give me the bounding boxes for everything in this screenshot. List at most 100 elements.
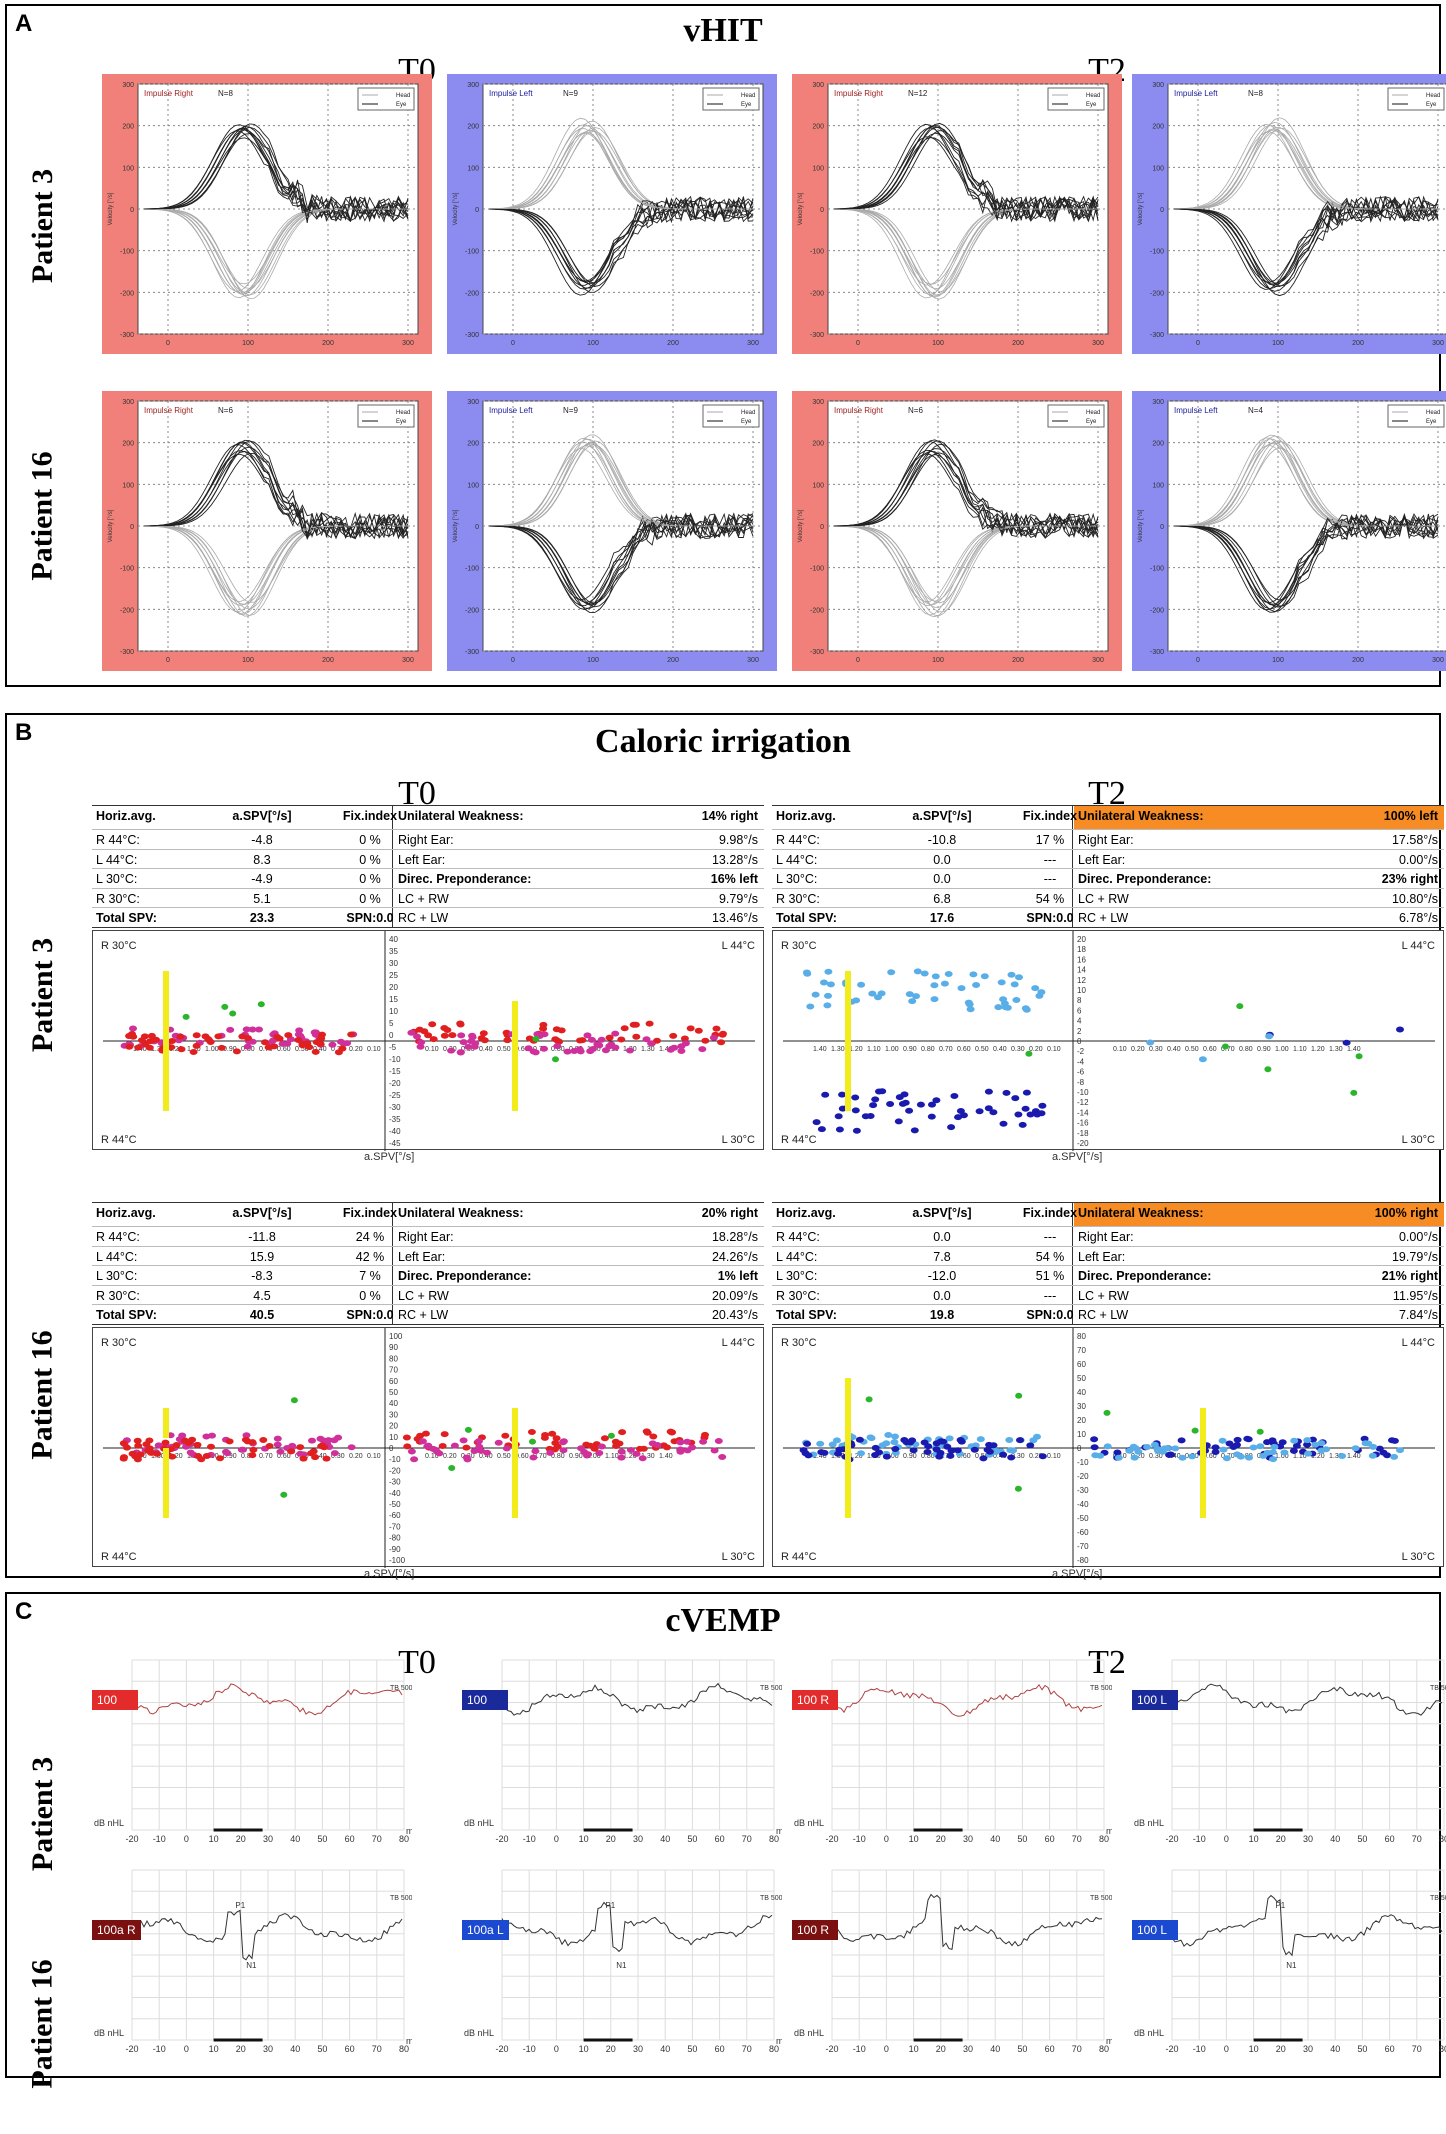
caloric-cell: R 44°C: xyxy=(96,1230,140,1244)
caloric-point xyxy=(1010,981,1019,988)
vhit-head-trace xyxy=(488,442,753,527)
caloric-point xyxy=(957,1438,966,1445)
caloric-point xyxy=(1090,1436,1099,1443)
caloric-cell: -12.0 xyxy=(927,1269,957,1283)
vhit-ytick: -100 xyxy=(1150,249,1164,256)
caloric-point xyxy=(177,1046,186,1053)
vhit-legend-label: Eye xyxy=(396,419,407,425)
vhit-eye-trace xyxy=(489,512,754,608)
caloric-point xyxy=(946,1452,955,1459)
cvemp-unit: ms xyxy=(776,1826,782,1836)
cvemp-xtick: 0 xyxy=(554,1834,559,1844)
caloric-cell: a.SPV[°/s] xyxy=(912,1206,972,1220)
vhit-xtick: 0 xyxy=(856,657,860,664)
caloric-point xyxy=(1278,1439,1287,1446)
cvemp-peak-label: N1 xyxy=(246,1961,257,1970)
caloric-point xyxy=(626,1047,634,1054)
caloric-row: R 44°C: -11.8 24 % Right Ear: 18.28°/s xyxy=(92,1227,764,1247)
panel-title-cvemp: cVEMP xyxy=(665,1602,781,1639)
cvemp-xtick: 30 xyxy=(963,2044,973,2054)
caloric-quadrant-label: R 30°C xyxy=(781,940,817,952)
caloric-point xyxy=(857,981,866,988)
vhit-ylabel: Velocity [°/s] xyxy=(108,192,114,225)
caloric-xtick: 0.20 xyxy=(349,1453,363,1460)
panel-title-vhit: vHIT xyxy=(683,12,763,49)
caloric-point xyxy=(1038,1102,1047,1109)
caloric-point xyxy=(626,1447,635,1453)
caloric-point xyxy=(891,1433,899,1440)
vhit-eye-trace xyxy=(488,198,754,289)
cvemp-stim-tag: 100 R xyxy=(792,1690,838,1710)
caloric-ytick: 2 xyxy=(1077,1027,1082,1036)
cvemp-unit: ms xyxy=(406,2036,412,2046)
caloric-point xyxy=(920,970,929,977)
caloric-metric-label: Direc. Preponderance: xyxy=(1078,872,1212,886)
caloric-point xyxy=(1038,1453,1047,1460)
caloric-metric-label: Right Ear: xyxy=(1078,1230,1134,1244)
vhit-eye-trace xyxy=(1174,512,1439,613)
caloric-point xyxy=(464,1043,473,1050)
caloric-point xyxy=(984,1088,993,1095)
vhit-n-label: N=6 xyxy=(218,406,233,415)
vhit-xtick: 300 xyxy=(1092,657,1104,664)
caloric-point xyxy=(1219,1446,1228,1453)
caloric-cell: 0.0 xyxy=(933,1288,951,1303)
cvemp-xtick: 0 xyxy=(884,1834,889,1844)
caloric-point xyxy=(527,1429,536,1435)
vhit-ytick: -300 xyxy=(120,649,134,656)
caloric-xtick: 1.20 xyxy=(1311,1453,1325,1460)
caloric-point xyxy=(273,1435,282,1442)
caloric-point xyxy=(994,1004,1003,1011)
caloric-mean-bar xyxy=(163,971,169,1041)
caloric-metric-value: 20.09°/s xyxy=(711,1288,758,1303)
vhit-eye-trace xyxy=(144,123,408,220)
cvemp-xtick: 70 xyxy=(1072,1834,1082,1844)
vhit-impulse-label: Impulse Left xyxy=(489,89,533,98)
caloric-point xyxy=(1233,1451,1242,1458)
caloric-xlabel: a.SPV[°/s] xyxy=(1052,1151,1103,1163)
caloric-point xyxy=(686,1025,695,1032)
caloric-xtick: 1.00 xyxy=(885,1046,899,1053)
caloric-row: R 44°C: -4.8 0 % Right Ear: 9.98°/s xyxy=(92,830,764,850)
caloric-cell: -4.9 xyxy=(251,872,273,886)
caloric-cell: 7.8 xyxy=(933,1249,951,1264)
caloric-metric-value: 20.43°/s xyxy=(711,1308,758,1322)
caloric-point xyxy=(852,1127,861,1134)
caloric-point xyxy=(939,1438,948,1445)
caloric-point xyxy=(601,1047,610,1054)
cvemp-xtick: -10 xyxy=(523,1834,536,1844)
vhit-ytick: 200 xyxy=(812,124,824,131)
caloric-point xyxy=(529,1438,536,1445)
vhit-plot-7: 300 200 100 0 -100 -200 -300 0 100 200 300 Velocity… xyxy=(792,391,1122,671)
caloric-point xyxy=(1177,1437,1186,1444)
vhit-ytick: 100 xyxy=(467,165,479,172)
vhit-xtick: 0 xyxy=(1196,657,1200,664)
caloric-metric-label: Direc. Preponderance: xyxy=(398,872,532,886)
caloric-point xyxy=(824,968,833,975)
caloric-point xyxy=(287,1448,296,1455)
caloric-point xyxy=(145,1445,154,1452)
vhit-xtick: 0 xyxy=(166,340,170,347)
vhit-n-label: N=12 xyxy=(908,89,928,98)
vhit-legend-label: Head xyxy=(741,410,755,416)
vhit-ytick: 200 xyxy=(1152,124,1164,131)
caloric-point xyxy=(1198,1056,1207,1063)
caloric-ytick: 80 xyxy=(1077,1332,1086,1341)
caloric-point xyxy=(1268,1437,1277,1444)
caloric-point xyxy=(1125,1447,1134,1454)
cvemp-xtick: 20 xyxy=(936,2044,946,2054)
vhit-xtick: 100 xyxy=(932,657,944,664)
caloric-ytick: 40 xyxy=(1077,1388,1086,1397)
caloric-point xyxy=(280,1491,288,1498)
caloric-xtick: 0.30 xyxy=(1011,1453,1025,1460)
caloric-xtick: 0.90 xyxy=(569,1453,583,1460)
caloric-point xyxy=(525,1035,534,1042)
vhit-eye-trace xyxy=(1173,196,1439,290)
caloric-point xyxy=(597,1443,606,1450)
caloric-metric-label: Direc. Preponderance: xyxy=(398,1269,532,1283)
caloric-point xyxy=(229,1010,237,1017)
caloric-xtick: 1.20 xyxy=(1311,1046,1325,1053)
caloric-cell: L 44°C: xyxy=(776,852,818,867)
caloric-metric-value: 23% right xyxy=(1381,872,1438,886)
vhit-eye-trace xyxy=(488,195,754,296)
